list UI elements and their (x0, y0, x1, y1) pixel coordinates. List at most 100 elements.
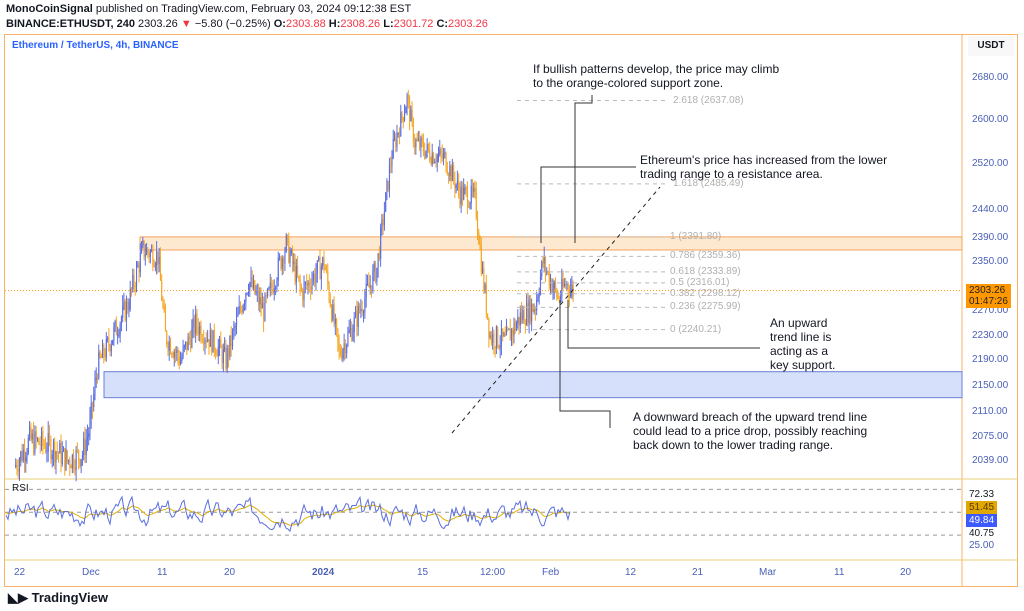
candle-body (59, 443, 61, 454)
candle-body (393, 138, 396, 140)
candle-body (102, 344, 104, 358)
candle-body (265, 295, 267, 297)
candle-body (113, 327, 115, 341)
candle-body (30, 426, 32, 440)
candle-body (294, 261, 296, 283)
candle-body (191, 327, 193, 348)
candle-body (273, 288, 275, 294)
candle-body (297, 265, 299, 277)
author[interactable]: MonoCoinSignal (6, 3, 93, 15)
candle-body (52, 441, 55, 455)
candle-body (42, 431, 44, 445)
candle-body (329, 299, 331, 307)
candle-body (367, 283, 369, 285)
candle-body (494, 346, 496, 349)
candle-body (225, 346, 227, 369)
candle-body (303, 283, 305, 300)
time-tick: 22 (14, 567, 26, 578)
candle-body (458, 180, 460, 191)
candle-body (71, 454, 73, 469)
candle-body (148, 252, 150, 258)
candle-body (89, 418, 91, 434)
fib-level-label: 1.618 (2485.49) (673, 177, 744, 189)
candle-body (288, 236, 290, 263)
publish-text: published on TradingView.com, February 0… (95, 3, 412, 15)
candle-body (346, 345, 348, 354)
candle-body (260, 297, 262, 309)
candle-body (232, 330, 234, 347)
candle-body (490, 335, 492, 343)
candle-body (153, 266, 155, 268)
candle-body (526, 303, 528, 325)
candle-body (229, 335, 231, 357)
candle-body (546, 271, 548, 273)
candle-body (483, 267, 485, 291)
candle-body (26, 453, 28, 458)
candle-body (68, 460, 70, 462)
candle-body (139, 252, 141, 273)
candle-body (298, 276, 300, 279)
candle-body (109, 345, 111, 351)
candle-body (533, 308, 535, 312)
time-tick: Dec (82, 567, 100, 578)
candle-body (132, 275, 134, 290)
candle-body (203, 340, 205, 345)
upward-trend-line[interactable] (451, 186, 661, 434)
candle-body (123, 301, 125, 306)
candle-body (308, 281, 310, 287)
candle-body (31, 433, 33, 440)
candle-body (505, 328, 508, 336)
candle-body (552, 288, 554, 293)
candle-body (157, 251, 159, 265)
candle-body (233, 327, 235, 331)
tradingview-logo[interactable]: ◣▶ TradingView (8, 590, 108, 606)
candle-body (47, 433, 49, 452)
candle-body (104, 356, 106, 358)
support-zone[interactable] (103, 371, 963, 399)
candle-body (43, 444, 45, 446)
candle-body (211, 330, 213, 353)
candle-body (425, 150, 427, 158)
candle-body (332, 304, 334, 320)
candle-body (422, 141, 425, 152)
candle-body (217, 346, 219, 357)
candle-body (493, 333, 495, 347)
candle-body (129, 288, 131, 309)
candle-body (83, 438, 85, 456)
candle-body (323, 257, 325, 268)
candle-body (397, 133, 399, 135)
candle-body (499, 345, 501, 348)
open-label: O: (273, 18, 286, 30)
candle-body (419, 138, 421, 149)
price-tick: 2110.00 (972, 406, 1008, 417)
candle-body (565, 283, 567, 285)
candle-body (120, 317, 123, 325)
candle-body (281, 258, 283, 269)
annotation-connector (540, 166, 636, 243)
candle-body (326, 269, 328, 271)
candle-body (60, 443, 62, 464)
candle-body (478, 231, 480, 245)
candle-body (253, 280, 255, 288)
price-tick: 2680.00 (972, 72, 1009, 83)
candle-body (224, 346, 226, 350)
currency-label[interactable]: USDT (968, 36, 1014, 56)
candle-body (100, 356, 102, 358)
candle-body (307, 281, 309, 286)
rsi-label-25: 25.00 (969, 540, 995, 551)
candle-body (338, 342, 340, 350)
resistance-zone[interactable] (139, 236, 963, 251)
candle-body (439, 149, 441, 155)
candle-body (570, 289, 572, 297)
candle-body (465, 187, 467, 190)
candle-body (542, 261, 544, 264)
candle-body (93, 394, 95, 408)
candle-body (446, 170, 448, 175)
candle-body (258, 291, 260, 305)
candle-body (183, 345, 185, 348)
price-tick: 2075.00 (972, 431, 1009, 442)
candle-body (405, 107, 407, 114)
bar-countdown: 01:47:26 (969, 296, 1008, 307)
close-value: 2303.26 (448, 18, 488, 30)
